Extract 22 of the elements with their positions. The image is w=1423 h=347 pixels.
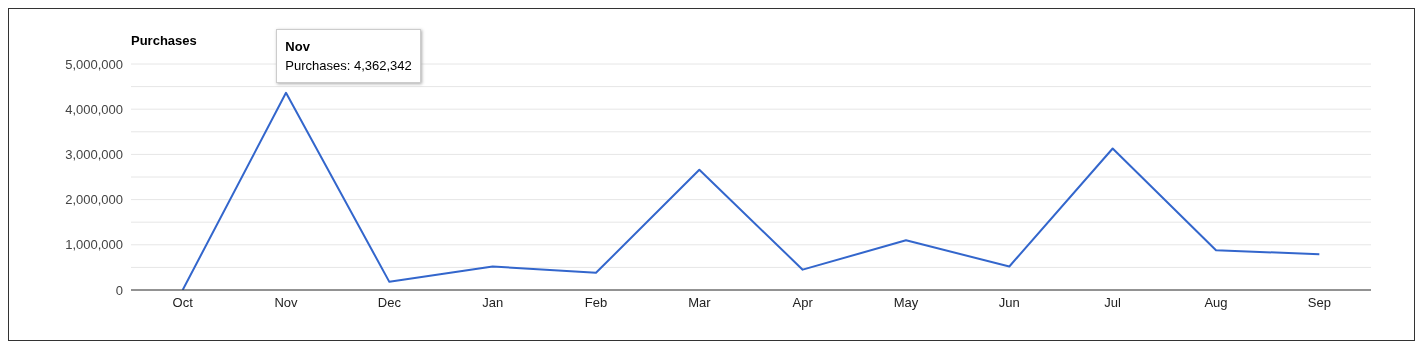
x-tick-label: May: [893, 295, 919, 311]
x-tick-label: Jan: [482, 295, 504, 311]
y-axis-title: Purchases: [131, 33, 197, 48]
x-tick-label: Jun: [998, 295, 1020, 311]
x-tick-label: Jul: [1104, 295, 1122, 311]
x-tick-label: Nov: [274, 295, 299, 311]
annotation: Purchases: 4,362,342: [285, 57, 412, 75]
y-tick-label: 0: [115, 282, 123, 298]
x-tick-label: Apr: [792, 295, 814, 311]
x-tick-label: Dec: [377, 295, 402, 311]
x-tick-label: Feb: [584, 295, 608, 311]
x-tick-label: Sep: [1307, 295, 1331, 311]
x-tick-label: Mar: [688, 295, 712, 311]
x-tick-label: Aug: [1204, 295, 1228, 311]
y-tick-label: 4,000,000: [65, 101, 123, 117]
x-tick-label: Oct: [172, 295, 194, 311]
y-tick-label: 2,000,000: [65, 192, 123, 208]
y-tick-label: 5,000,000: [65, 56, 123, 72]
y-tick-label: 3,000,000: [65, 147, 123, 163]
y-tick-label: 1,000,000: [65, 237, 123, 253]
text: Nov: [285, 38, 311, 56]
line-series: [181, 91, 1321, 290]
